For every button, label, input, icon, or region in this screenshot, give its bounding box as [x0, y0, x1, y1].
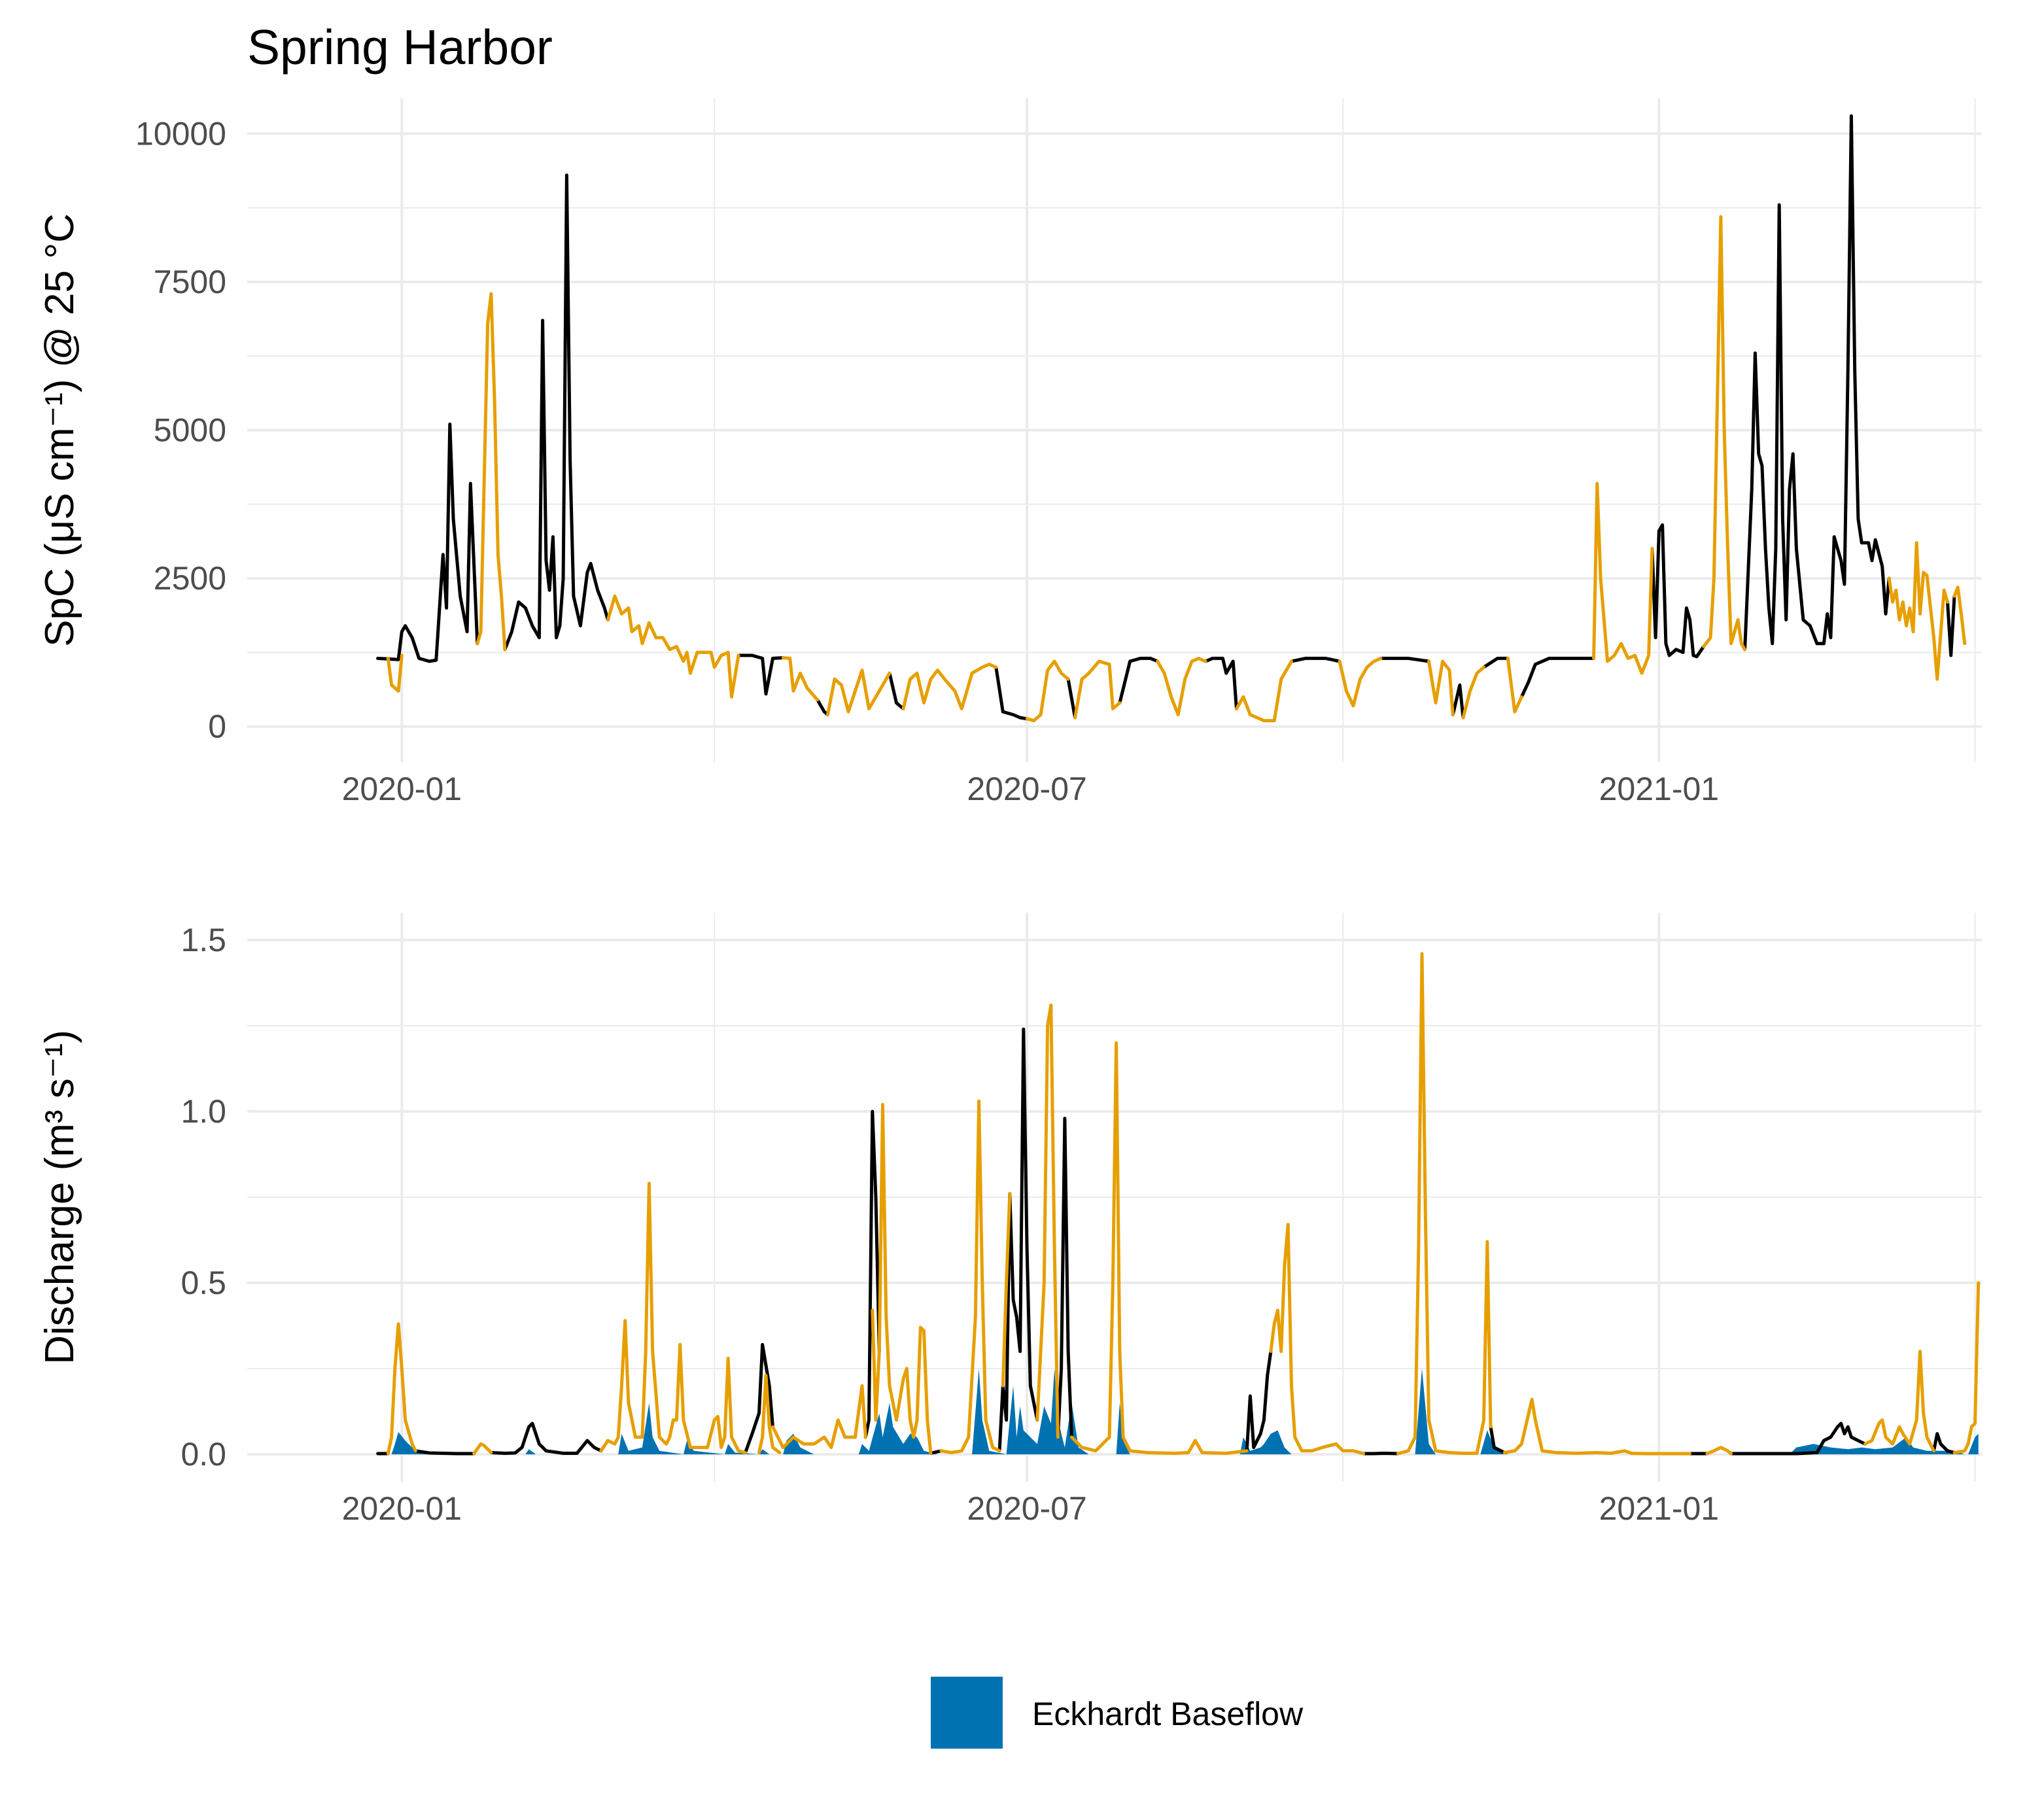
- spc-event-line-segment: [781, 656, 820, 702]
- discharge-non-event-line-segment: [744, 1342, 774, 1454]
- spc-non-event-line-segment: [376, 422, 479, 663]
- baseflow-area: [377, 1369, 1979, 1455]
- spc-non-event-line-segment: [1650, 523, 1706, 659]
- spc-non-event-line-segment: [1451, 683, 1465, 720]
- spc-non-event-line-segment: [1118, 656, 1160, 705]
- discharge-x-tick-labels: 2020-01 2020-07 2021-01: [342, 1490, 1720, 1527]
- spc-x-tick-labels: 2020-01 2020-07 2021-01: [342, 771, 1720, 807]
- spc-event-line-segment: [1506, 656, 1523, 714]
- discharge-event-line-segment: [939, 1099, 1001, 1454]
- discharge-event-line-segment: [472, 1442, 493, 1456]
- discharge-event-line-segment: [1035, 1004, 1060, 1439]
- spc-non-event-line-segment: [816, 698, 829, 716]
- discharge-non-event-line-segment: [1056, 1117, 1073, 1439]
- discharge-y-tick-label: 0.0: [181, 1436, 226, 1473]
- legend-key-baseflow: [931, 1677, 1003, 1749]
- spc-series: [376, 114, 1967, 723]
- spc-y-tick-label: 5000: [154, 412, 226, 449]
- spc-y-axis-title: SpC (μS cm⁻¹) @ 25 °C: [37, 213, 82, 647]
- spc-y-tick-label: 7500: [154, 264, 226, 300]
- spc-non-event-line-segment: [994, 665, 1029, 721]
- spc-non-event-line-segment: [1290, 656, 1342, 663]
- spc-panel: 0 2500 5000 7500 10000 2020-01 2020-07 2021-01…: [37, 98, 1982, 807]
- discharge-y-tick-label: 0.5: [181, 1265, 226, 1301]
- spc-event-line-segment: [826, 669, 892, 716]
- discharge-non-event-line-segment: [1489, 1425, 1506, 1454]
- spc-event-line-segment: [1952, 585, 1967, 646]
- spc-event-line-segment: [1427, 659, 1455, 716]
- chart-title: Spring Harbor: [247, 20, 553, 75]
- spc-non-event-line-segment: [1066, 677, 1077, 720]
- spc-non-event-line-segment: [1379, 656, 1430, 663]
- spc-non-event-line-segment: [1519, 656, 1596, 699]
- discharge-x-tick-label: 2020-01: [342, 1490, 462, 1527]
- spc-event-line-segment: [1156, 656, 1207, 716]
- discharge-non-event-line-segment: [863, 1109, 881, 1439]
- discharge-event-line-segment: [1001, 1192, 1012, 1388]
- spc-event-line-segment: [1887, 541, 1949, 681]
- spc-event-line-segment: [1461, 665, 1485, 720]
- spc-event-line-segment: [606, 594, 740, 699]
- discharge-event-line-segment: [757, 1374, 782, 1454]
- spc-event-line-segment: [1234, 659, 1293, 723]
- legend: Eckhardt Baseflow: [931, 1677, 1304, 1749]
- discharge-event-line-segment: [1705, 1446, 1733, 1456]
- discharge-event-line-segment: [1952, 1281, 1981, 1454]
- discharge-event-line-segment: [771, 1384, 867, 1450]
- discharge-y-tick-labels: 0.0 0.5 1.0 1.5: [181, 922, 226, 1473]
- discharge-y-tick-label: 1.5: [181, 922, 226, 958]
- spc-y-tick-label: 2500: [154, 560, 226, 597]
- discharge-event-line-segment: [386, 1322, 417, 1456]
- discharge-x-tick-label: 2020-07: [967, 1490, 1087, 1527]
- spc-non-event-line-segment: [503, 173, 610, 652]
- discharge-non-event-line-segment: [489, 1422, 603, 1455]
- spc-event-line-segment: [1338, 656, 1383, 708]
- discharge-non-event-line-segment: [1245, 1350, 1273, 1453]
- spc-y-tick-labels: 0 2500 5000 7500 10000: [135, 115, 226, 744]
- spc-event-line-segment: [386, 654, 404, 693]
- spc-x-tick-label: 2020-07: [967, 771, 1087, 807]
- spc-y-tick-label: 0: [208, 708, 226, 745]
- spc-y-tick-label: 10000: [135, 115, 226, 152]
- discharge-event-line-segment: [1396, 952, 1493, 1456]
- discharge-non-event-line-segment: [997, 1027, 1039, 1453]
- discharge-y-tick-label: 1.0: [181, 1093, 226, 1130]
- legend-label-baseflow: Eckhardt Baseflow: [1032, 1696, 1304, 1732]
- spc-event-line-segment: [476, 292, 507, 652]
- discharge-event-line-segment: [1502, 1397, 1692, 1456]
- spc-non-event-line-segment: [1946, 594, 1956, 657]
- discharge-event-line-segment: [1269, 1223, 1366, 1456]
- spc-non-event-line-segment: [1743, 114, 1891, 652]
- spc-non-event-line-segment: [1204, 656, 1238, 710]
- discharge-non-event-line-segment: [1932, 1432, 1956, 1454]
- spc-x-tick-label: 2020-01: [342, 771, 462, 807]
- discharge-y-axis-title: Discharge (m³ s⁻¹): [37, 1030, 82, 1365]
- discharge-non-event-line-segment: [413, 1449, 476, 1456]
- spc-x-tick-label: 2021-01: [1599, 771, 1720, 807]
- spc-event-line-segment: [1025, 659, 1070, 723]
- discharge-non-event-line-segment: [929, 1449, 943, 1455]
- spc-event-line-segment: [1592, 481, 1654, 675]
- discharge-event-line-segment: [1863, 1350, 1935, 1453]
- spc-non-event-line-segment: [736, 654, 785, 696]
- discharge-event-line-segment: [1069, 1041, 1249, 1455]
- spc-event-line-segment: [901, 663, 998, 710]
- spc-non-event-line-segment: [1482, 656, 1510, 669]
- discharge-x-tick-label: 2021-01: [1599, 1490, 1720, 1527]
- spc-event-line-segment: [1073, 659, 1122, 720]
- discharge-non-event-line-segment: [1729, 1422, 1867, 1456]
- spc-non-event-line-segment: [888, 671, 905, 710]
- discharge-event-line-segment: [871, 1103, 933, 1455]
- discharge-panel: 0.0 0.5 1.0 1.5 2020-01 2020-07 2021-01 Disch…: [37, 913, 1982, 1527]
- baseflow-area-group: [377, 1369, 1979, 1455]
- discharge-event-line-segment: [599, 1181, 747, 1454]
- discharge-series: [376, 952, 1981, 1456]
- spc-gridlines: [247, 98, 1982, 762]
- spc-event-line-segment: [1702, 215, 1747, 652]
